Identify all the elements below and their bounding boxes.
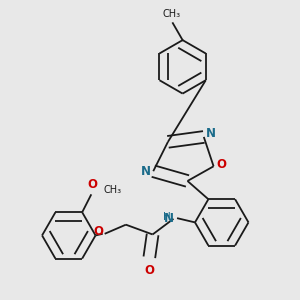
Text: N: N xyxy=(206,127,216,140)
Text: O: O xyxy=(94,225,104,238)
Text: N: N xyxy=(164,212,173,225)
Text: N: N xyxy=(141,165,151,178)
Text: CH₃: CH₃ xyxy=(104,185,122,195)
Text: CH₃: CH₃ xyxy=(162,9,180,19)
Text: O: O xyxy=(87,178,97,191)
Text: O: O xyxy=(144,265,154,278)
Text: O: O xyxy=(217,158,227,171)
Text: H: H xyxy=(163,212,170,221)
